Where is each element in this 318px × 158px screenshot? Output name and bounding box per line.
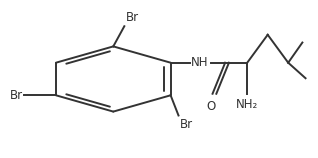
Text: O: O [206,100,216,113]
Text: Br: Br [126,11,139,24]
Text: NH: NH [191,56,209,69]
Text: Br: Br [180,118,193,131]
Text: NH₂: NH₂ [236,98,258,111]
Text: Br: Br [10,89,23,102]
